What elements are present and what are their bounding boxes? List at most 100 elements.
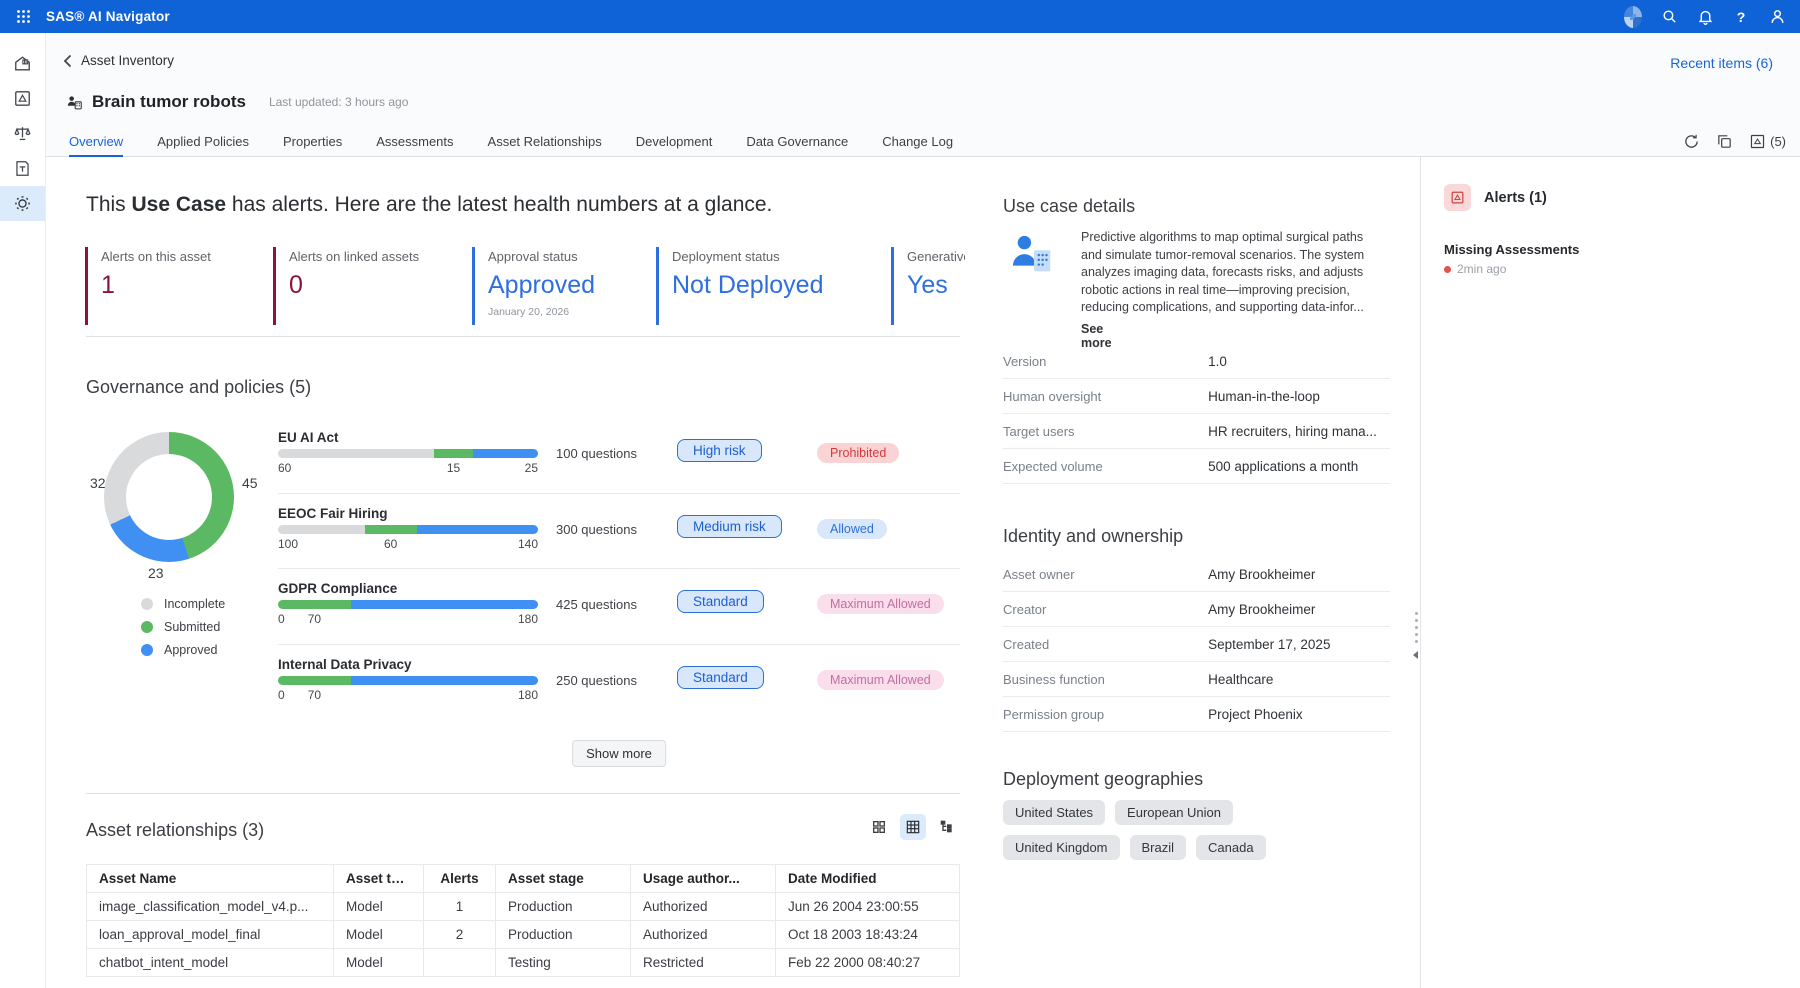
user-account-icon[interactable] [1768,8,1786,26]
policy-bar-ticks: 100 60 140 [278,537,538,552]
bar-tick-label: 180 [517,612,538,626]
help-icon[interactable]: ? [1736,8,1746,25]
health-banner: This Use Case has alerts. Here are the l… [86,193,773,216]
page-title: Brain tumor robots [92,92,246,111]
col-asset-type[interactable]: Asset type [333,864,424,893]
bar-segment-incomplete [278,525,365,534]
tab-data-governance[interactable]: Data Governance [746,134,849,149]
see-more-link[interactable]: See more [1081,322,1112,350]
policy-questions-count: 250 questions [556,673,637,688]
panel-resize-handle[interactable] [1412,612,1418,659]
field-asset-owner: Asset owner Amy Brookheimer [1003,557,1390,592]
sidebar-item-home[interactable] [0,46,45,81]
sidebar-item-alerts[interactable] [0,81,45,116]
risk-badge[interactable]: Standard [677,590,764,613]
cell-asset-type: Model [333,892,424,921]
policy-divider [278,493,960,494]
app-switcher-icon[interactable] [0,9,46,24]
alert-item-time: 2min ago [1457,262,1507,276]
geographies-section-title: Deployment geographies [1003,769,1204,789]
recent-items-link[interactable]: Recent items (6) [1670,55,1773,71]
risk-badge[interactable]: Standard [677,666,764,689]
cell-asset-stage: Production [495,892,631,921]
col-usage-authorization[interactable]: Usage author... [630,864,776,893]
app-title: SAS® AI Navigator [46,9,170,24]
cell-asset-type: Model [333,948,424,977]
bar-tick-label: 180 [517,688,538,702]
search-icon[interactable] [1660,8,1678,26]
col-asset-name[interactable]: Asset Name [86,864,334,893]
waffle-grid-icon [16,10,30,23]
breadcrumb-asset-inventory[interactable]: Asset Inventory [81,53,175,68]
card-alerts-this-asset: Alerts on this asset 1 [85,247,273,325]
policy-name: EU AI Act [278,430,339,445]
tab-assessments[interactable]: Assessments [376,134,454,149]
tab-asset-relationships[interactable]: Asset Relationships [487,134,602,149]
tab-overview[interactable]: Overview [69,131,124,157]
policy-questions-count: 300 questions [556,522,637,537]
table-row[interactable]: chatbot_intent_model Model Testing Restr… [86,948,960,977]
policy-progress-bar [278,449,538,458]
legend-item-incomplete: Incomplete [141,597,225,611]
tab-development[interactable]: Development [635,134,713,149]
image-icon [1750,134,1765,149]
cell-usage-authorization: Authorized [630,920,776,949]
legend-dot-approved [141,644,153,656]
tab-properties[interactable]: Properties [282,134,343,149]
card-generative-ai: Generative AI Yes [891,247,965,325]
left-nav-rail [0,33,46,988]
bar-segment-submitted [278,676,351,685]
asset-images-button[interactable]: (5) [1749,133,1786,150]
card-deployment-status: Deployment status Not Deployed [656,247,891,325]
refresh-icon[interactable] [1683,133,1700,150]
donut-label-incomplete: 32 [90,475,106,491]
document-icon [16,161,29,176]
policy-name: Internal Data Privacy [278,657,412,672]
collapse-arrow-icon [1412,651,1418,659]
risk-badge[interactable]: Medium risk [677,515,782,538]
hierarchy-view-icon[interactable] [934,814,960,840]
notifications-bell-icon[interactable] [1696,8,1714,26]
copy-icon[interactable] [1716,133,1733,150]
tab-change-log[interactable]: Change Log [882,134,954,149]
back-chevron-icon[interactable] [63,54,72,68]
policy-row-eu-ai-act: EU AI Act 60 15 25 100 questions High risk… [278,430,960,493]
tab-applied-policies[interactable]: Applied Policies [157,134,249,149]
cards-view-icon[interactable] [866,814,892,840]
alert-item-title: Missing Assessments [1444,242,1580,257]
use-case-details-title: Use case details [1003,196,1136,216]
field-target-users: Target users HR recruiters, hiring mana..… [1003,414,1390,449]
sidebar-item-governance[interactable] [0,116,45,151]
donut-label-submitted: 45 [242,475,258,491]
cell-asset-name: loan_approval_model_final [86,920,334,949]
bar-tick-label: 15 [446,461,461,475]
policy-progress-bar [278,676,538,685]
col-date-modified[interactable]: Date Modified [775,864,960,893]
person-building-icon [1012,235,1051,272]
alert-status-dot [1444,265,1451,273]
alert-list-item[interactable]: Missing Assessments 2min ago [1444,242,1774,276]
legend-dot-submitted [141,621,153,633]
chip-canada: Canada [1196,835,1266,860]
alerts-panel-title: Alerts (1) [1484,189,1547,206]
cell-date-modified: Feb 22 2000 08:40:27 [775,948,960,977]
cell-alerts: 2 [423,920,496,949]
table-row[interactable]: image_classification_model_v4.p... Model… [86,892,960,921]
col-alerts[interactable]: Alerts [423,864,496,893]
sidebar-item-settings[interactable] [0,186,45,221]
table-row[interactable]: loan_approval_model_final Model 2 Produc… [86,920,960,949]
risk-badge[interactable]: High risk [677,439,762,462]
legend-item-submitted: Submitted [141,620,225,634]
col-asset-stage[interactable]: Asset stage [495,864,631,893]
show-more-button[interactable]: Show more [572,740,666,767]
bar-segment-submitted [364,525,417,534]
sidebar-item-documents[interactable] [0,151,45,186]
cell-asset-type: Model [333,920,424,949]
bar-tick-label: 140 [517,537,538,551]
top-bar: SAS® AI Navigator ? [0,0,1800,33]
cell-usage-authorization: Restricted [630,948,776,977]
bar-segment-incomplete [278,449,434,458]
chip-united-states: United States [1003,800,1106,825]
table-view-icon[interactable] [900,814,926,840]
asset-relationships-table: Asset Name Asset type Alerts Asset stage… [86,864,960,977]
